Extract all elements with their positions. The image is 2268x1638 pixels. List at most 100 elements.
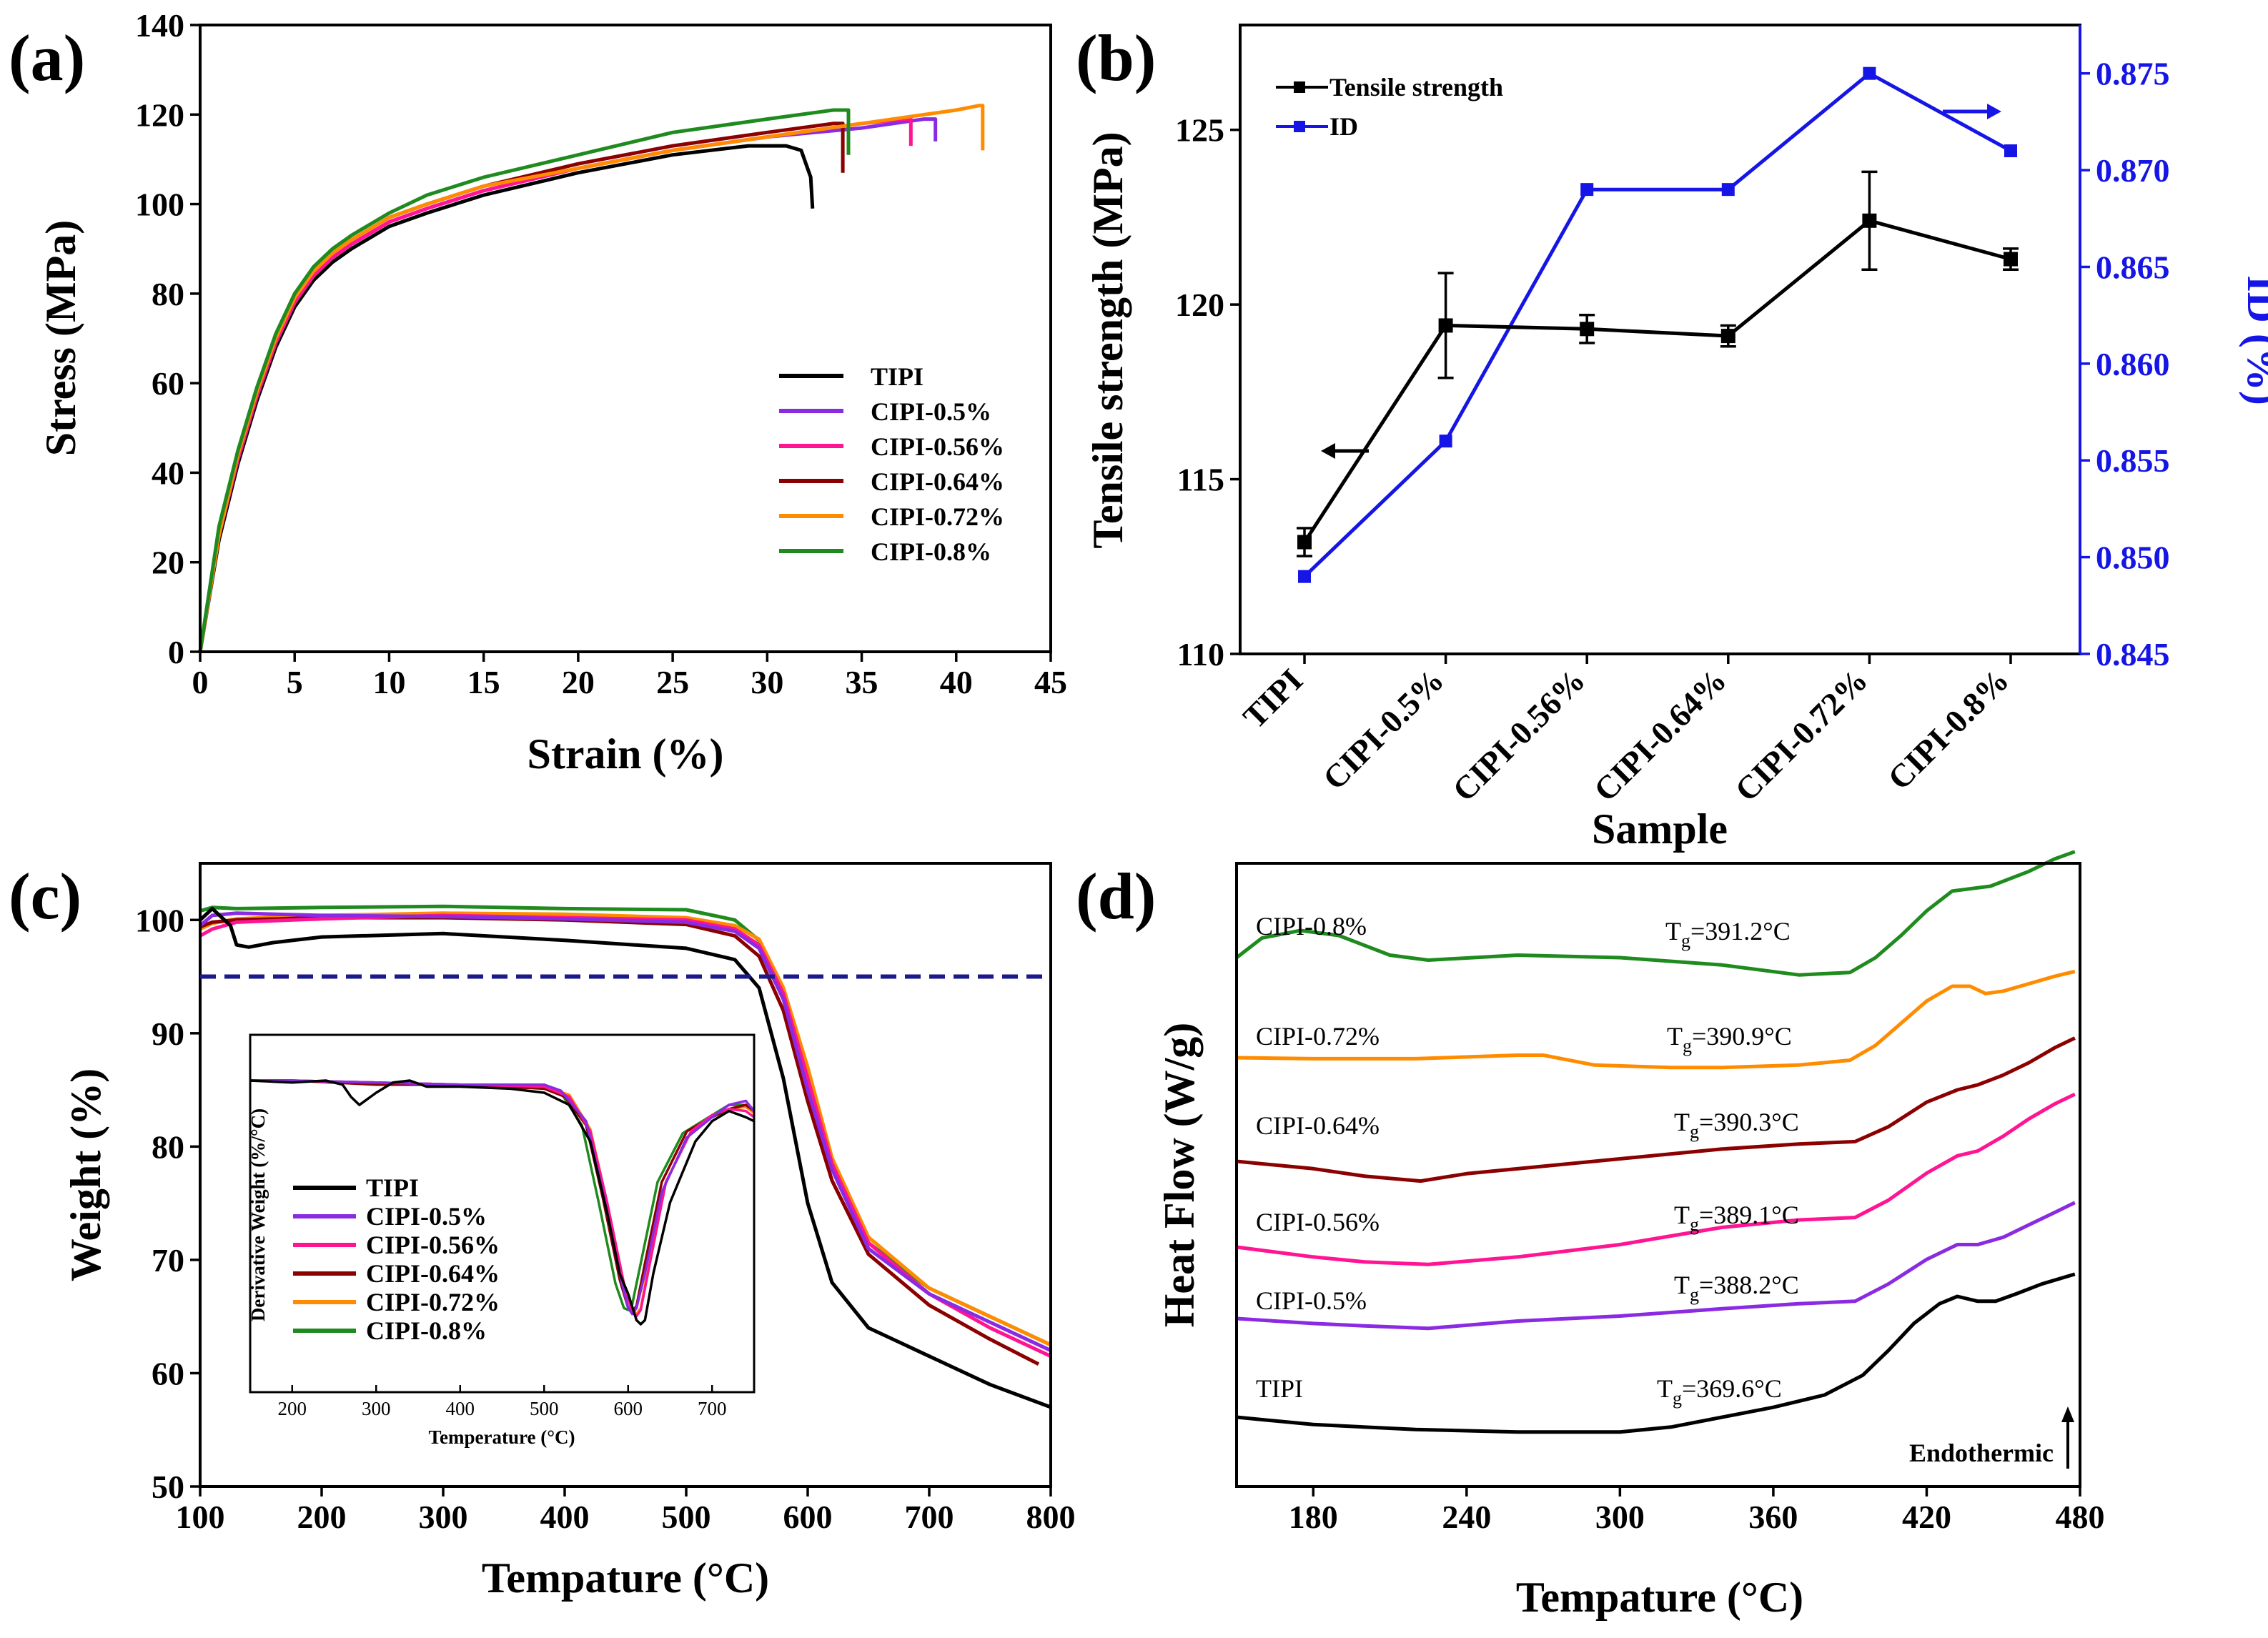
curve-label-cipi-0-8: CIPI-0.8% bbox=[1256, 912, 1367, 940]
curve-label-cipi-0-5: CIPI-0.5% bbox=[1256, 1286, 1367, 1315]
x-tick-label: 300 bbox=[1595, 1499, 1645, 1535]
legend-marker-id bbox=[1294, 121, 1305, 132]
x-tick-label: 180 bbox=[1289, 1499, 1338, 1535]
x-tick-label: 45 bbox=[1034, 664, 1067, 700]
tg-label-tipi: Tg=369.6°C bbox=[1657, 1374, 1782, 1409]
panel-b-left-y-axis: 110 115 120 125 bbox=[1175, 112, 1240, 672]
panel-a-y-axis: 0 20 40 60 80 100 120 140 bbox=[135, 7, 200, 670]
x-tick-label: 5 bbox=[287, 664, 303, 700]
legend-label-cipi-0-56: CIPI-0.56% bbox=[871, 432, 1004, 461]
x-tick-label: 700 bbox=[905, 1499, 954, 1535]
x-tick-label: 30 bbox=[751, 664, 783, 700]
curve-label-tipi: TIPI bbox=[1256, 1374, 1303, 1403]
y-tick-label: 120 bbox=[135, 96, 184, 133]
inset-x-axis: 200 300 400 500 600 700 bbox=[278, 1385, 727, 1419]
legend-label-cipi-0-56: CIPI-0.56% bbox=[366, 1231, 500, 1259]
panel-b-legend: Tensile strength ID bbox=[1276, 73, 1503, 141]
panel-d-curve-labels: TIPI Tg=369.6°C CIPI-0.5% Tg=388.2°C CIPI-0.… bbox=[1256, 912, 1799, 1409]
panel-c-legend: TIPICIPI-0.5%CIPI-0.56%CIPI-0.64%CIPI-0.… bbox=[293, 1173, 500, 1345]
panel-d-y-axis-label: Heat Flow (W/g) bbox=[1156, 1023, 1203, 1328]
dtg-curve-tipi bbox=[249, 1079, 755, 1326]
legend-label-id: ID bbox=[1329, 112, 1358, 141]
inset-x-axis-label: Temperature (°C) bbox=[428, 1426, 575, 1448]
inset-y-axis-label: Derivative Weight (%/°C) bbox=[247, 1108, 269, 1321]
inset-x-tick-label: 200 bbox=[278, 1398, 307, 1419]
y-tick-label: 50 bbox=[152, 1469, 184, 1505]
legend-label-tipi: TIPI bbox=[366, 1173, 419, 1202]
y-tick-label: 100 bbox=[135, 187, 184, 223]
tga-curve-cipi-0-56 bbox=[199, 913, 1052, 1358]
tga-curve-tipi bbox=[199, 906, 1051, 1409]
panel-a-frame bbox=[199, 24, 1052, 653]
y-tick-label: 100 bbox=[135, 902, 184, 938]
y-tick-label: 40 bbox=[152, 455, 184, 491]
y-tick-label: 0 bbox=[168, 634, 184, 670]
tg-label-cipi-0-72: Tg=390.9°C bbox=[1667, 1022, 1792, 1056]
panel-d-curves bbox=[1235, 850, 2076, 1434]
panel-c-tga-chart: (c) 100 200 300 400 500 600 700 800 50 60 70 80 90 1… bbox=[9, 860, 1076, 1602]
panel-c-label: (c) bbox=[9, 860, 81, 933]
right-arrow-icon bbox=[1943, 104, 2001, 119]
x-tick-label: 15 bbox=[467, 664, 500, 700]
tg-label-cipi-0-64: Tg=390.3°C bbox=[1674, 1108, 1799, 1142]
legend-label-cipi-0-5: CIPI-0.5% bbox=[366, 1202, 487, 1231]
inset-frame bbox=[249, 1033, 756, 1394]
x-tick-label: 420 bbox=[1902, 1499, 1951, 1535]
tg-label-cipi-0-56: Tg=389.1°C bbox=[1674, 1201, 1799, 1235]
legend-label-cipi-0-72: CIPI-0.72% bbox=[871, 502, 1004, 531]
panel-a-legend: TIPI CIPI-0.5% CIPI-0.56% CIPI-0.64% CIPI-0.… bbox=[779, 362, 1004, 566]
dtg-curve-cipi-0-5 bbox=[250, 1079, 756, 1316]
inset-x-tick-label: 300 bbox=[362, 1398, 391, 1419]
panel-c-x-axis: 100 200 300 400 500 600 700 800 bbox=[176, 1486, 1076, 1535]
panel-d-dsc-chart: (d) 180 240 300 360 420 480 TIPI Tg=369.6°C CIP… bbox=[1076, 850, 2105, 1621]
x-tick-label: 200 bbox=[297, 1499, 347, 1535]
right-y-tick-label: 0.870 bbox=[2096, 152, 2170, 189]
right-y-tick-label: 0.845 bbox=[2096, 636, 2170, 672]
left-arrow-icon bbox=[1321, 443, 1369, 459]
x-tick-label: 600 bbox=[783, 1499, 833, 1535]
y-tick-label: 90 bbox=[152, 1016, 184, 1052]
legend-label-tensile: Tensile strength bbox=[1329, 73, 1503, 101]
x-tick-label: 480 bbox=[2056, 1499, 2105, 1535]
x-tick-label: 300 bbox=[419, 1499, 468, 1535]
right-y-tick-label: 0.860 bbox=[2096, 346, 2170, 382]
panel-b-x-axis-label: Sample bbox=[1592, 805, 1728, 853]
inset-x-tick-label: 600 bbox=[614, 1398, 643, 1419]
x-tick-label: 35 bbox=[846, 664, 878, 700]
panel-a-stress-strain-chart: (a) 0 5 10 15 20 25 30 35 40 45 0 20 40 60 80 100 120 14… bbox=[9, 7, 1067, 778]
dsc-curve-cipi-0-72 bbox=[1236, 969, 2076, 1070]
legend-marker-tensile bbox=[1294, 81, 1305, 93]
id-point bbox=[2004, 144, 2017, 157]
y-tick-label: 60 bbox=[152, 365, 184, 402]
x-tick-label: 500 bbox=[662, 1499, 711, 1535]
dsc-curve-cipi-0-56 bbox=[1236, 1092, 2076, 1266]
panel-b-right-y-axis-label: ID (%) bbox=[2239, 275, 2268, 405]
id-point bbox=[1298, 570, 1311, 583]
y-tick-label: 20 bbox=[152, 545, 184, 581]
y-tick-label: 80 bbox=[152, 1128, 184, 1165]
id-point bbox=[1439, 435, 1452, 448]
id-point bbox=[1863, 66, 1876, 80]
panel-b-y-axis-label: Tensile strength (MPa) bbox=[1084, 131, 1131, 548]
y-tick-label: 120 bbox=[1175, 287, 1224, 323]
curve-label-cipi-0-56: CIPI-0.56% bbox=[1256, 1208, 1380, 1236]
id-point bbox=[1721, 183, 1735, 197]
tensile-point bbox=[1297, 535, 1312, 550]
panel-a-y-axis-label: Stress (MPa) bbox=[37, 220, 84, 456]
panel-b-right-y-axis: 0.845 0.850 0.855 0.860 0.865 0.870 0.875 bbox=[2080, 56, 2170, 672]
curve-cipi-0-8 bbox=[198, 108, 851, 652]
panel-d-label: (d) bbox=[1076, 860, 1156, 933]
panel-c-curves bbox=[199, 904, 1052, 1409]
panel-c-x-axis-label: Tempature (°C) bbox=[482, 1554, 769, 1602]
dsc-curve-cipi-0-8 bbox=[1235, 850, 2076, 977]
y-tick-label: 60 bbox=[152, 1355, 184, 1391]
tg-label-cipi-0-5: Tg=388.2°C bbox=[1674, 1271, 1799, 1305]
panel-a-label: (a) bbox=[9, 21, 85, 94]
tensile-series-line bbox=[1302, 219, 2011, 543]
legend-label-cipi-0-72: CIPI-0.72% bbox=[366, 1288, 500, 1316]
panel-c-y-axis-label: Weight (%) bbox=[62, 1068, 109, 1281]
tensile-point bbox=[1862, 213, 1877, 228]
x-tick-label: 0 bbox=[192, 664, 209, 700]
y-tick-label: 140 bbox=[135, 7, 184, 44]
